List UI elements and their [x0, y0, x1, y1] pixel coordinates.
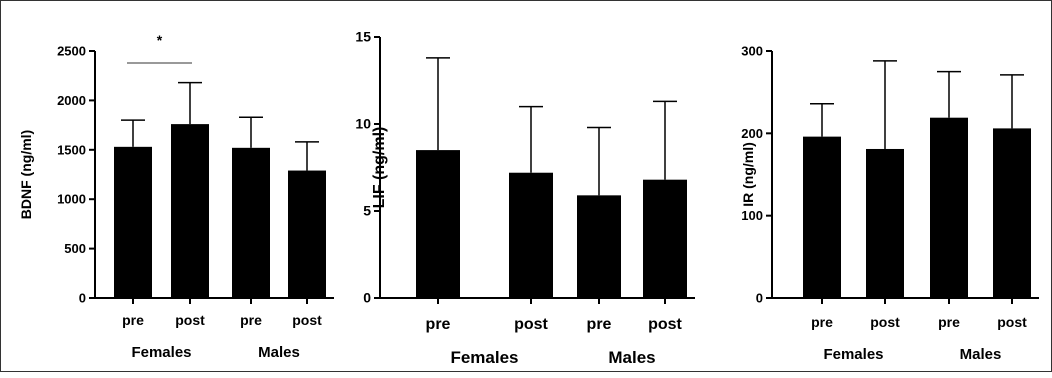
- significance-label: *: [157, 32, 163, 48]
- y-tick-label: 10: [355, 116, 371, 132]
- category-label: pre: [938, 314, 960, 330]
- category-label: post: [175, 312, 205, 328]
- group-label: Males: [960, 346, 1002, 363]
- y-tick-label: 200: [741, 126, 763, 141]
- y-axis-label: IR (ng/ml): [740, 142, 756, 207]
- bar: [114, 146, 152, 298]
- bar: [171, 124, 209, 298]
- y-tick-label: 2500: [57, 44, 86, 59]
- category-label: post: [870, 314, 900, 330]
- group-label: Females: [450, 348, 518, 367]
- bar: [930, 117, 968, 298]
- y-tick-label: 300: [741, 44, 763, 59]
- y-tick-label: 0: [363, 290, 371, 306]
- category-label: post: [514, 316, 548, 333]
- y-tick-label: 0: [756, 291, 763, 306]
- category-label: post: [648, 316, 682, 333]
- y-tick-label: 500: [64, 241, 86, 256]
- group-label: Males: [258, 344, 300, 361]
- chart-panel-1: 0 500 1000 1500 2000 2500 BDNF (ng/ml) pre post p…: [18, 32, 334, 361]
- bar: [288, 170, 326, 298]
- chart-panel-2: 0 5 10 15 LIF (ng/ml) pre post pre post Females Ma…: [355, 29, 695, 367]
- category-label: pre: [240, 312, 262, 328]
- group-label: Males: [608, 348, 655, 367]
- category-label: post: [997, 314, 1027, 330]
- category-label: post: [292, 312, 322, 328]
- category-label: pre: [811, 314, 833, 330]
- y-tick-label: 100: [741, 208, 763, 223]
- bar: [509, 172, 553, 298]
- chart-panel-3: 0 100 200 300 IR (ng/ml) pre post pre post Female…: [740, 44, 1039, 363]
- y-tick-label: 0: [79, 291, 86, 306]
- bar: [803, 136, 841, 298]
- bar: [577, 195, 621, 298]
- y-axis-label: LIF (ng/ml): [371, 127, 388, 209]
- category-label: pre: [426, 316, 451, 333]
- y-tick-label: 15: [355, 29, 371, 45]
- bar: [993, 128, 1031, 298]
- bar: [232, 147, 270, 298]
- y-tick-label: 5: [363, 203, 371, 219]
- group-label: Females: [131, 344, 191, 361]
- y-tick-label: 2000: [57, 93, 86, 108]
- y-axis-label: BDNF (ng/ml): [18, 130, 34, 219]
- bar: [416, 150, 460, 298]
- group-label: Females: [823, 346, 883, 363]
- category-label: pre: [587, 316, 612, 333]
- y-tick-label: 1500: [57, 142, 86, 157]
- bar: [643, 179, 687, 298]
- bar: [866, 148, 904, 298]
- y-tick-label: 1000: [57, 192, 86, 207]
- category-label: pre: [122, 312, 144, 328]
